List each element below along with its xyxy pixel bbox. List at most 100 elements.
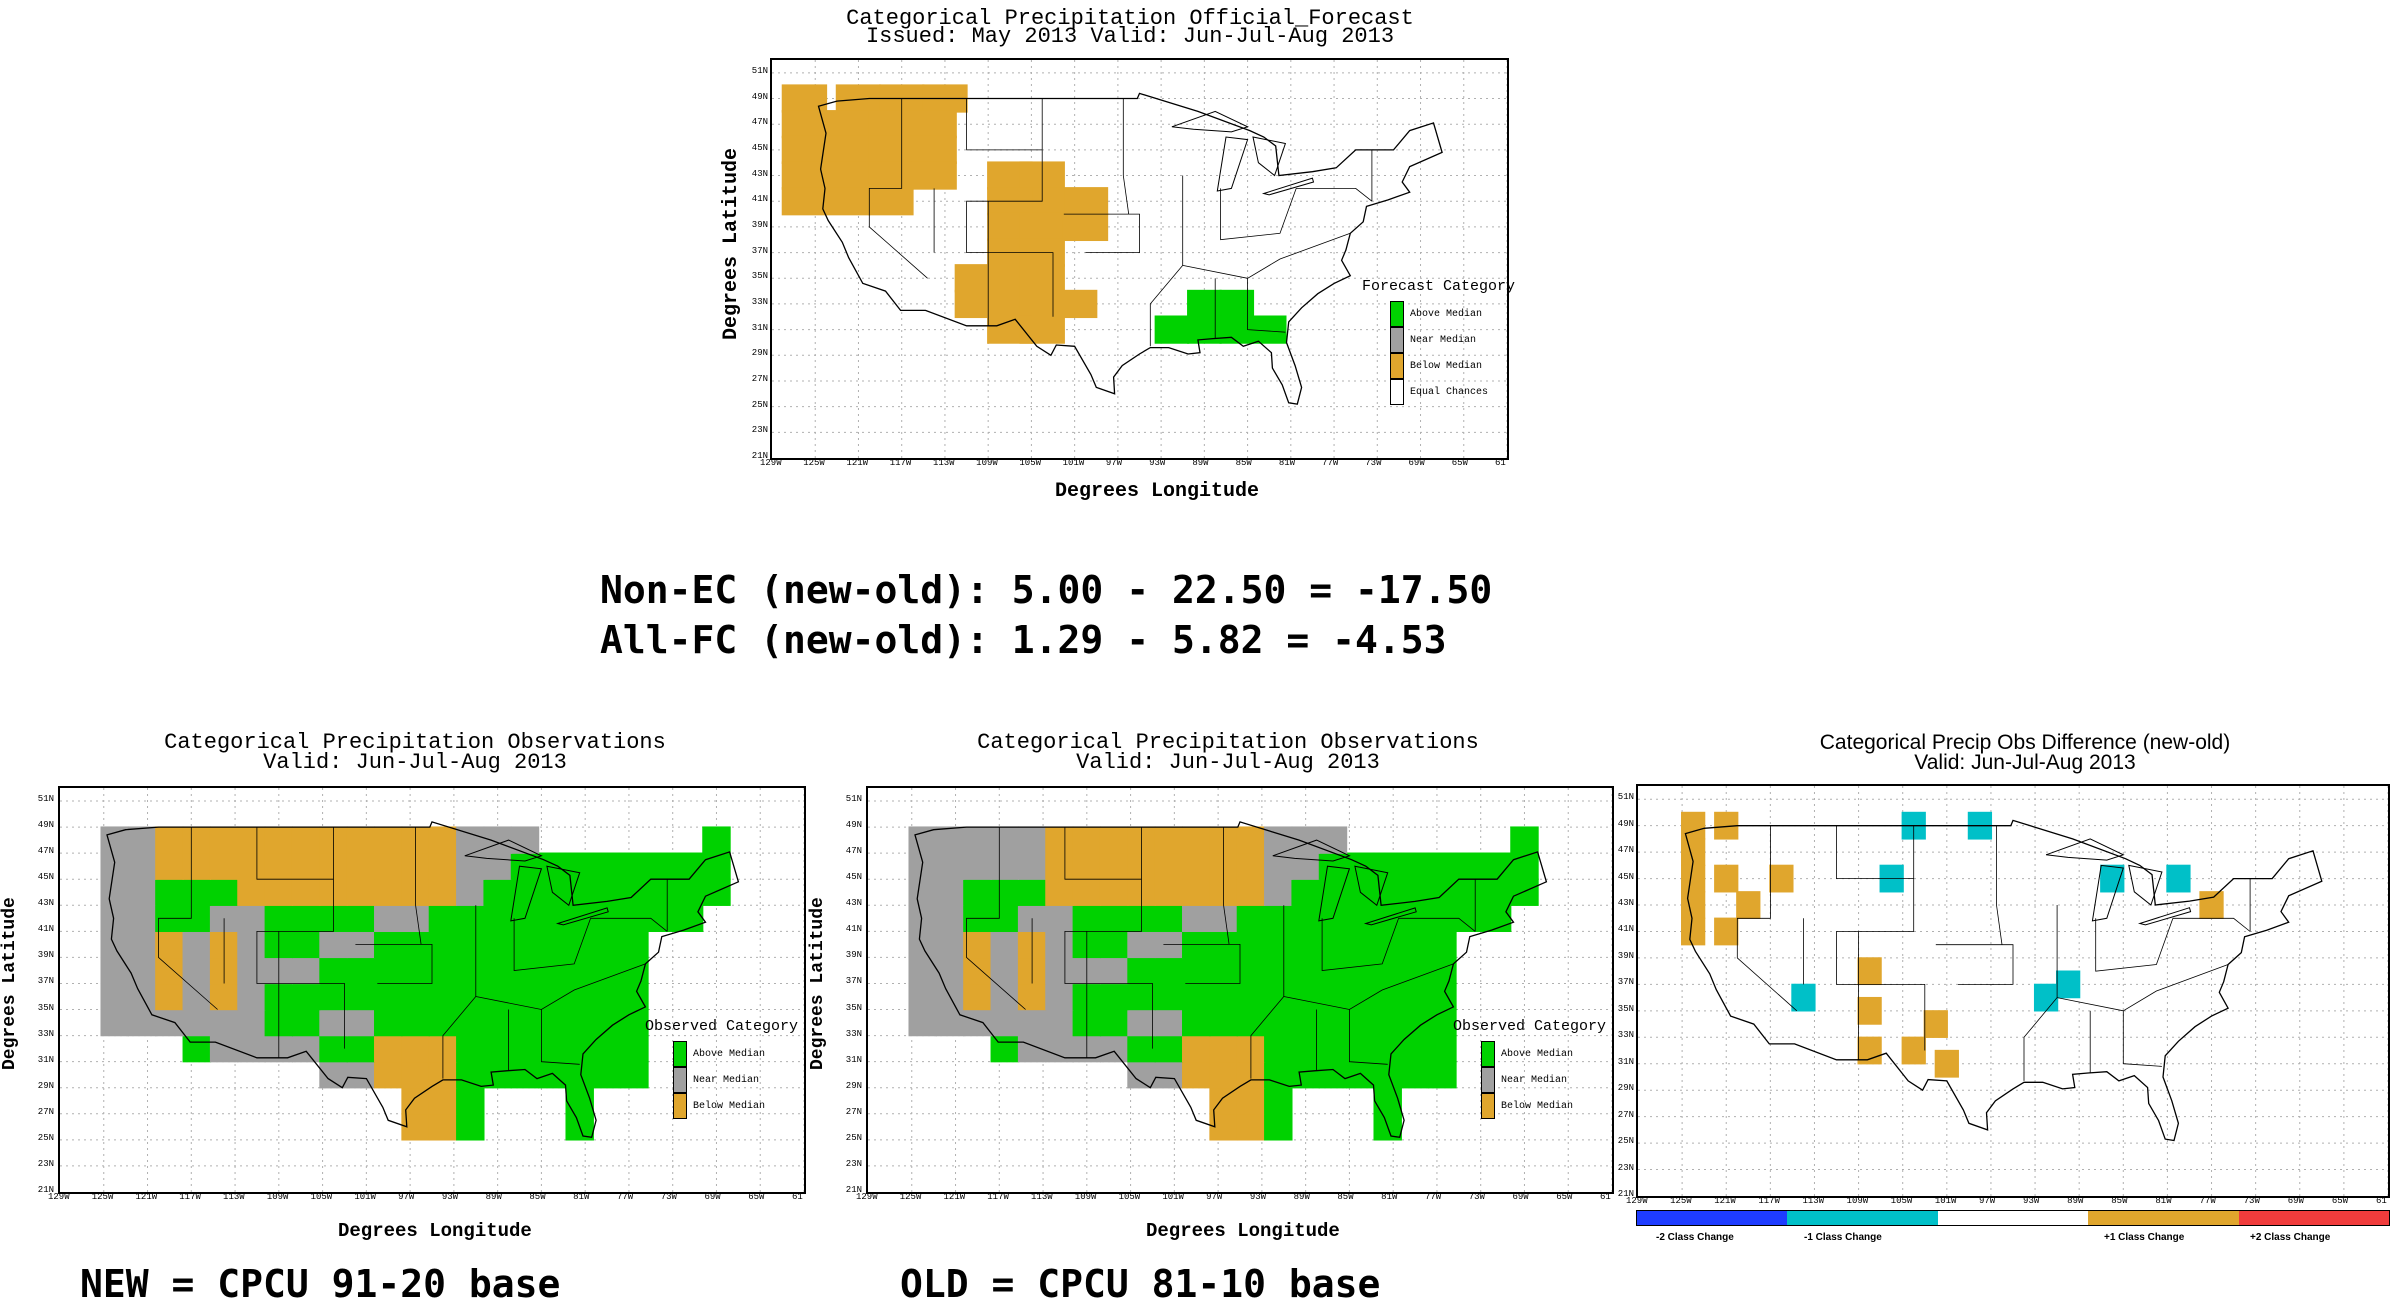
obs-below-cell [963,956,992,985]
obs-above-cell [1127,956,1156,985]
obs-above-cell [456,982,485,1011]
obs-old-map[interactable] [866,786,1614,1194]
lat-tick-label: 39N [751,219,768,230]
forecast-below-cell [781,161,828,190]
obs-above-cell [346,982,376,1011]
obs-below-cell [1099,826,1129,854]
score-non-ec: Non-EC (new-old): 5.00 - 22.50 = -17.50 [600,568,1493,612]
lon-tick-label: 69W [1408,458,1425,468]
obs-above-cell [1099,930,1129,959]
state-border [540,1009,580,1065]
state-border [2172,917,2251,932]
obs-near-cell [374,904,403,933]
obs-below-cell [374,878,403,906]
state-border [256,827,345,1049]
obs-above-cell [592,982,622,1011]
obs-near-cell [127,852,157,880]
state-border [2095,918,2174,972]
obs-new-label-near: Near Median [693,1074,760,1086]
lat-tick-label: 21N [37,1185,54,1195]
obs-above-cell [538,852,567,880]
diff-title: Categorical Precip Obs Difference (new-o… [1819,731,2231,754]
diff-minus1-cell [1791,983,1816,1012]
lon-tick-label: 61 [1495,458,1506,468]
lat-tick-label: 29N [1617,1083,1634,1094]
great-lake [1318,865,1351,922]
lat-tick-label: 25N [37,1132,54,1143]
colorbar-plus2 [2238,1211,2389,1225]
obs-above-cell [1291,956,1320,985]
obs-above-cell [592,930,622,959]
forecast-below-cell [868,135,914,164]
lat-tick-label: 47N [37,846,54,857]
obs-near-cell [1291,852,1320,880]
obs-near-cell [1127,1008,1156,1037]
obs-above-cell [1428,1061,1457,1089]
obs-above-cell [1428,982,1457,1011]
obs-above-cell [1099,904,1129,933]
diff-plus1-cell [1857,957,1882,986]
state-border [1348,1009,1388,1065]
obs-near-cell [291,1034,321,1063]
lon-tick-label: 93W [441,1192,459,1202]
lat-tick-label: 51N [1617,792,1634,803]
obs-above-cell [428,930,458,959]
lon-tick-label: 113W [1031,1192,1053,1202]
obs-near-cell [935,1008,965,1037]
obs-above-cell [319,956,348,985]
obs-above-cell [1291,1061,1320,1089]
lon-tick-label: 101W [1162,1192,1184,1202]
obs-old-swatch-above [1481,1041,1495,1067]
obs-old-map-canvas [868,788,1612,1192]
diff-plus1-cell [1681,917,1706,946]
obs-above-cell [1318,930,1348,959]
obs-below-cell [155,826,184,854]
obs-below-cell [963,930,992,959]
forecast-panel: Categorical Precipitation Official_Forec… [700,0,1560,520]
obs-above-cell [1428,852,1457,880]
forecast-map[interactable] [770,58,1509,460]
obs-above-cell [510,1034,540,1063]
obs-above-cell [346,1034,376,1063]
state-border [1836,825,1914,879]
legend-swatch-above [1390,301,1404,327]
obs-near-cell [319,930,348,959]
lon-tick-label: 65W [748,1192,765,1202]
diff-plus1-cell [1681,864,1706,893]
lat-tick-label: 31N [1617,1056,1634,1067]
obs-above-cell [1428,1034,1457,1063]
obs-above-cell [1291,904,1320,933]
forecast-map-canvas [772,60,1507,458]
obs-above-cell [592,1034,622,1063]
obs-above-cell [1291,1034,1320,1063]
state-border [2057,964,2229,1012]
forecast-above-cell [1251,315,1287,344]
obs-below-cell [374,826,403,854]
obs-above-cell [1236,904,1266,933]
obs-new-map[interactable] [58,786,806,1194]
obs-near-cell [1045,904,1074,933]
obs-above-cell [1236,1008,1266,1037]
obs-above-cell [1318,1061,1348,1089]
obs-above-cell [1154,956,1184,985]
obs-near-cell [483,852,512,880]
obs-above-cell [456,956,485,985]
obs-above-cell [647,904,676,933]
legend-swatch-equal [1390,379,1404,405]
obs-old-subtitle: Valid: Jun-Jul-Aug 2013 [1076,750,1380,775]
obs-above-cell [1346,1008,1375,1037]
diff-map[interactable] [1636,784,2390,1198]
obs-above-cell [1400,1034,1430,1063]
state-border [966,98,1043,151]
state-border [966,827,1026,1010]
obs-above-cell [374,982,403,1011]
obs-old-title: Categorical Precipitation Observations [977,730,1479,755]
forecast-subtitle: Issued: May 2013 Valid: Jun-Jul-Aug 2013 [865,24,1395,49]
forecast-below-cell [1019,315,1065,344]
obs-above-cell [1127,982,1156,1011]
lon-tick-label: 101W [354,1192,376,1202]
obs-old-panel: Categorical Precipitation Observations V… [808,720,1628,1291]
obs-near-cell [1045,982,1074,1011]
obs-above-cell [1510,852,1539,880]
obs-below-cell [264,826,294,854]
